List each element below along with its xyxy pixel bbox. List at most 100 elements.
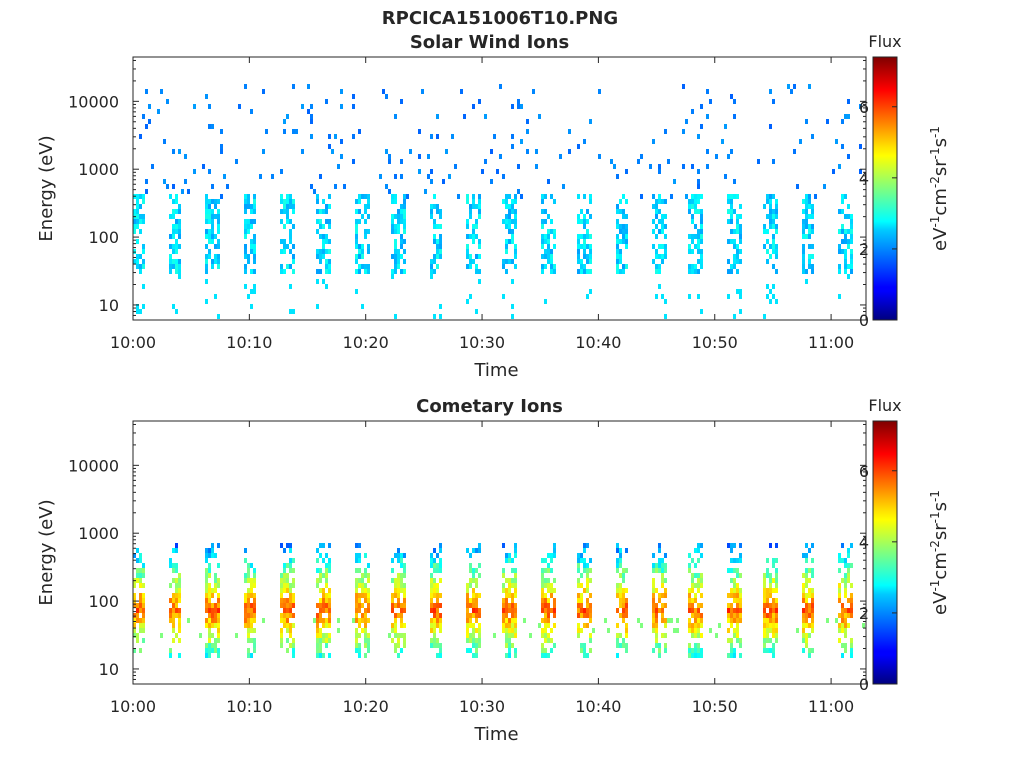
spectrogram-cell: [472, 224, 475, 229]
spectrogram-cell: [811, 229, 814, 234]
spectrogram-cell: [247, 229, 250, 234]
spectrogram-cell: [766, 598, 769, 603]
spectrogram-cell: [769, 89, 772, 94]
spectrogram-cell: [730, 623, 733, 628]
spectrogram-cell: [469, 598, 472, 603]
spectrogram-cell: [205, 229, 208, 234]
spectrogram-cell: [805, 598, 808, 603]
spectrogram-cell: [358, 129, 361, 134]
spectrogram-cell: [625, 244, 628, 249]
spectrogram-cell: [136, 618, 139, 623]
spectrogram-cell: [541, 224, 544, 229]
x-tick-label: 10:40: [575, 697, 621, 716]
spectrogram-cell: [211, 239, 214, 244]
spectrogram-cell: [247, 204, 250, 209]
spectrogram-cell: [286, 613, 289, 618]
spectrogram-cell: [526, 129, 529, 134]
spectrogram-cell: [736, 588, 739, 593]
spectrogram-cell: [139, 269, 142, 274]
spectrogram-cell: [136, 603, 139, 608]
spectrogram-cell: [700, 259, 703, 264]
spectrogram-cell: [358, 623, 361, 628]
spectrogram-cell: [625, 214, 628, 219]
spectrogram-cell: [850, 234, 853, 239]
spectrogram-cell: [502, 294, 505, 299]
spectrogram-cell: [403, 608, 406, 613]
spectrogram-cell: [439, 234, 442, 239]
spectrogram-cell: [319, 633, 322, 638]
spectrogram-cell: [769, 628, 772, 633]
spectrogram-cell: [367, 608, 370, 613]
spectrogram-cell: [535, 149, 538, 154]
spectrogram-cell: [700, 543, 703, 548]
spectrogram-cell: [841, 199, 844, 204]
spectrogram-cell: [502, 174, 505, 179]
spectrogram-cell: [367, 194, 370, 199]
spectrogram-cell: [250, 618, 253, 623]
spectrogram-cell: [622, 638, 625, 643]
spectrogram-cell: [652, 244, 655, 249]
spectrogram-cell: [763, 608, 766, 613]
spectrogram-cell: [517, 189, 520, 194]
spectrogram-cell: [811, 568, 814, 573]
spectrogram-cell: [505, 558, 508, 563]
spectrogram-cell: [478, 633, 481, 638]
spectrogram-cell: [226, 184, 229, 189]
spectrogram-cell: [286, 563, 289, 568]
spectrogram-cell: [397, 229, 400, 234]
spectrogram-cell: [655, 204, 658, 209]
spectrogram-cell: [361, 214, 364, 219]
spectrogram-cell: [322, 239, 325, 244]
spectrogram-cell: [478, 209, 481, 214]
spectrogram-cell: [691, 598, 694, 603]
spectrogram-cell: [214, 648, 217, 653]
spectrogram-cell: [586, 259, 589, 264]
spectrogram-cell: [208, 633, 211, 638]
spectrogram-cell: [847, 598, 850, 603]
spectrogram-cell: [697, 244, 700, 249]
spectrogram-cell: [544, 608, 547, 613]
spectrogram-cell: [433, 623, 436, 628]
spectrogram-cell: [175, 568, 178, 573]
spectrogram-cell: [586, 603, 589, 608]
spectrogram-cell: [310, 114, 313, 119]
spectrogram-cell: [394, 633, 397, 638]
spectrogram-cell: [835, 618, 838, 623]
spectrogram-cell: [694, 199, 697, 204]
spectrogram-cell: [697, 603, 700, 608]
spectrogram-cell: [205, 204, 208, 209]
spectrogram-cell: [682, 164, 685, 169]
spectrogram-cell: [775, 204, 778, 209]
spectrogram-cell: [658, 558, 661, 563]
spectrogram-cell: [655, 603, 658, 608]
spectrogram-cell: [733, 99, 736, 104]
spectrogram-cell: [310, 184, 313, 189]
spectrogram-cell: [208, 573, 211, 578]
spectrogram-cell: [514, 553, 517, 558]
spectrogram-cell: [340, 154, 343, 159]
spectrogram-cell: [508, 633, 511, 638]
spectrogram-cell: [847, 553, 850, 558]
spectrogram-cell: [328, 588, 331, 593]
spectrogram-cell: [850, 264, 853, 269]
spectrogram-cell: [772, 633, 775, 638]
spectrogram-cell: [547, 598, 550, 603]
spectrogram-cell: [514, 254, 517, 259]
spectrogram-cell: [532, 89, 535, 94]
spectrogram-cell: [802, 229, 805, 234]
spectrogram-cell: [625, 169, 628, 174]
spectrogram-cell: [514, 543, 517, 548]
spectrogram-cell: [289, 558, 292, 563]
spectrogram-cell: [508, 653, 511, 658]
spectrogram-cell: [328, 613, 331, 618]
spectrogram-cell: [862, 623, 865, 628]
spectrogram-cell: [142, 563, 145, 568]
spectrogram-cell: [553, 264, 556, 269]
spectrogram-cell: [436, 134, 439, 139]
spectrogram-cell: [670, 618, 673, 623]
spectrogram-cell: [307, 109, 310, 114]
spectrogram-cell: [208, 568, 211, 573]
spectrogram-cell: [739, 643, 742, 648]
spectrogram-cell: [328, 593, 331, 598]
spectrogram-cell: [433, 613, 436, 618]
